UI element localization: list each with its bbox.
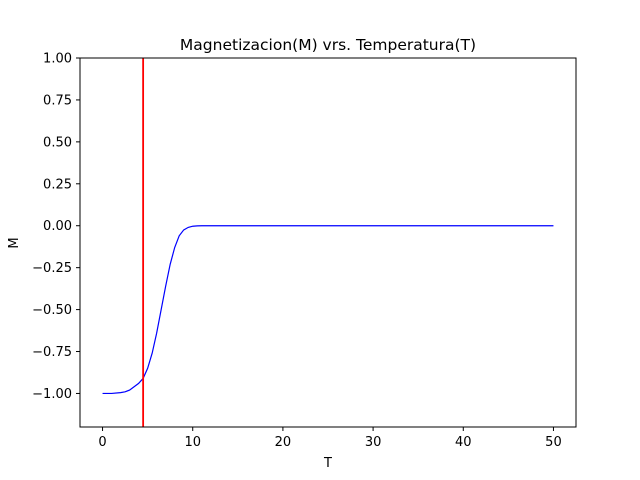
y-tick-label: 1.00 <box>43 52 72 67</box>
x-axis-label: T <box>323 456 332 471</box>
y-tick-label: −0.75 <box>32 345 72 360</box>
x-tick-label: 50 <box>545 435 562 450</box>
y-tick-label: −0.50 <box>32 303 72 318</box>
x-tick-label: 30 <box>365 435 382 450</box>
y-tick-label: 0.25 <box>43 177 72 192</box>
x-axis: 0 10 20 30 40 50 <box>98 427 562 450</box>
x-tick-label: 40 <box>455 435 472 450</box>
y-tick-label: −0.25 <box>32 261 72 276</box>
y-axis-label: M <box>7 237 22 248</box>
axes-frame <box>79 57 577 428</box>
series-line-0 <box>102 225 554 395</box>
x-tick-label: 10 <box>184 435 201 450</box>
y-tick-label: 0.50 <box>43 135 72 150</box>
y-tick-label: −1.00 <box>32 387 72 402</box>
y-axis: −1.00 −0.75 −0.50 −0.25 0.00 0.25 0.50 0.75 1.00 <box>32 52 80 402</box>
y-tick-label: 0.75 <box>43 93 72 108</box>
plot-area <box>102 58 554 427</box>
y-tick-label: 0.00 <box>43 219 72 234</box>
chart-title: Magnetizacion(M) vrs. Temperatura(T) <box>180 36 476 54</box>
x-tick-label: 20 <box>275 435 292 450</box>
x-tick-label: 0 <box>98 435 106 450</box>
